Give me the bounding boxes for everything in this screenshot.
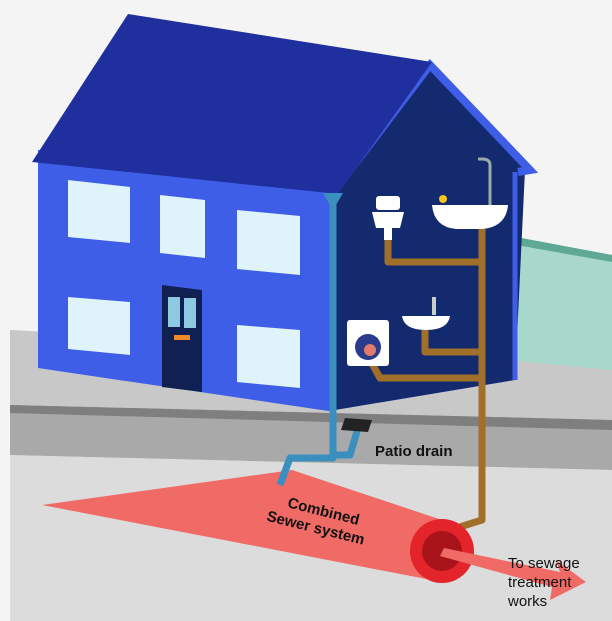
fence	[505, 235, 612, 370]
door-panel	[168, 297, 180, 327]
sink	[402, 316, 450, 330]
windows	[68, 180, 300, 388]
bath	[432, 205, 508, 229]
laundry	[364, 344, 376, 356]
duck	[439, 195, 447, 203]
fence-top	[505, 235, 612, 262]
kerb	[10, 405, 612, 430]
destination-label: works	[507, 593, 547, 610]
letterbox	[174, 335, 190, 340]
destination-label: treatment	[508, 574, 572, 591]
tap	[432, 297, 436, 315]
hopper	[323, 193, 343, 205]
sewer-opening	[422, 531, 462, 571]
shower	[478, 157, 492, 205]
toilet	[372, 212, 404, 240]
destination-label: To sewage	[508, 555, 580, 572]
toilet-cistern	[376, 196, 400, 210]
door-panel	[184, 298, 196, 328]
roof	[32, 14, 432, 194]
waste-pipes	[366, 222, 486, 534]
patio-drain-label: Patio drain	[375, 443, 453, 460]
flow-arrow	[440, 548, 586, 600]
patio-drain	[341, 418, 372, 432]
rainwater-pipe	[276, 200, 362, 487]
sewer-pipe	[42, 470, 442, 582]
